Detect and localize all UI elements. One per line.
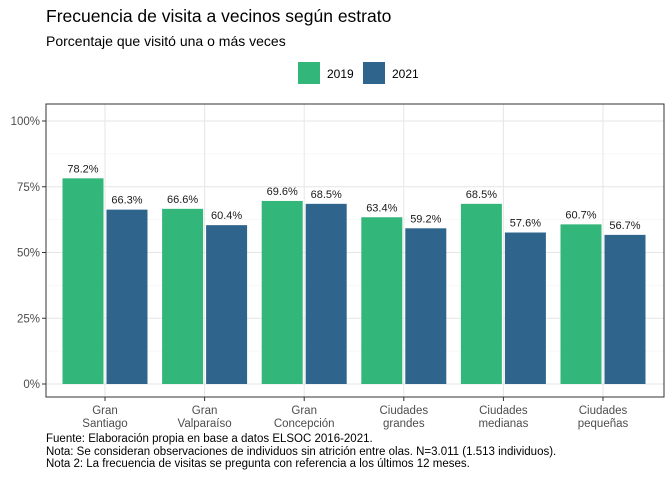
data-label: 57.6% — [510, 218, 541, 230]
legend-label: 2019 — [327, 67, 354, 81]
x-tick-label: grandes — [383, 418, 425, 430]
x-tick-label: Gran — [192, 405, 218, 417]
bar-2021 — [106, 209, 148, 384]
y-tick-label: 25% — [17, 313, 40, 325]
y-tick-label: 50% — [17, 248, 40, 260]
data-label: 69.6% — [267, 186, 298, 198]
bar-2019 — [361, 217, 403, 384]
chart-title: Frecuencia de visita a vecinos según est… — [46, 6, 392, 26]
bar-2019 — [62, 178, 104, 384]
x-tick-label: Ciudades — [479, 405, 528, 417]
bar-2019 — [162, 208, 204, 384]
x-tick-label: Concepción — [274, 418, 335, 430]
y-tick-label: 100% — [11, 116, 40, 128]
legend-label: 2021 — [392, 67, 419, 81]
x-tick-label: Santiago — [82, 418, 127, 430]
x-tick-label: Valparaíso — [178, 418, 232, 430]
footer-note-1: Nota: Se consideran observaciones de ind… — [46, 445, 557, 458]
legend-swatch-2021 — [363, 62, 385, 84]
footer-source: Fuente: Elaboración propia en base a dat… — [46, 433, 373, 445]
bar-2019 — [261, 200, 303, 384]
data-label: 63.4% — [366, 202, 397, 214]
x-tick-label: pequeñas — [578, 418, 629, 430]
bar-chart: 78.2% 66.6% 69.6% 63.4% 68.5% 60.7% 66.3% 60.4%… — [11, 62, 665, 430]
x-tick-label: Gran — [92, 405, 118, 417]
chart-footer: Fuente: Elaboración propia en base a dat… — [46, 433, 556, 471]
data-label: 59.2% — [410, 213, 441, 225]
data-label: 68.5% — [311, 189, 342, 201]
data-label: 56.7% — [609, 220, 640, 232]
plot-border — [45, 103, 665, 398]
bar-2019 — [460, 203, 502, 384]
data-label: 60.4% — [211, 210, 242, 222]
bar-2019 — [560, 224, 602, 384]
x-tick-label: Ciudades — [380, 405, 429, 417]
legend-swatch-2019 — [298, 62, 320, 84]
bar-2021 — [305, 203, 347, 384]
footer-note-2: Nota 2: La frecuencia de visitas se preg… — [46, 458, 470, 470]
y-tick-label: 75% — [17, 182, 40, 194]
y-tick-label: 0% — [23, 379, 40, 391]
chart-subtitle: Porcentaje que visitó una o más veces — [46, 33, 286, 49]
data-label: 68.5% — [466, 189, 497, 201]
x-tick-label: medianas — [478, 418, 528, 430]
bar-2021 — [206, 225, 248, 384]
data-label: 66.3% — [111, 195, 142, 207]
bar-2021 — [604, 234, 646, 384]
bar-2021 — [405, 228, 447, 384]
bar-2021 — [504, 232, 546, 384]
data-label: 60.7% — [565, 209, 596, 221]
x-tick-label: Ciudades — [579, 405, 628, 417]
data-label: 66.6% — [167, 194, 198, 206]
data-label: 78.2% — [67, 163, 98, 175]
x-tick-label: Gran — [291, 405, 317, 417]
